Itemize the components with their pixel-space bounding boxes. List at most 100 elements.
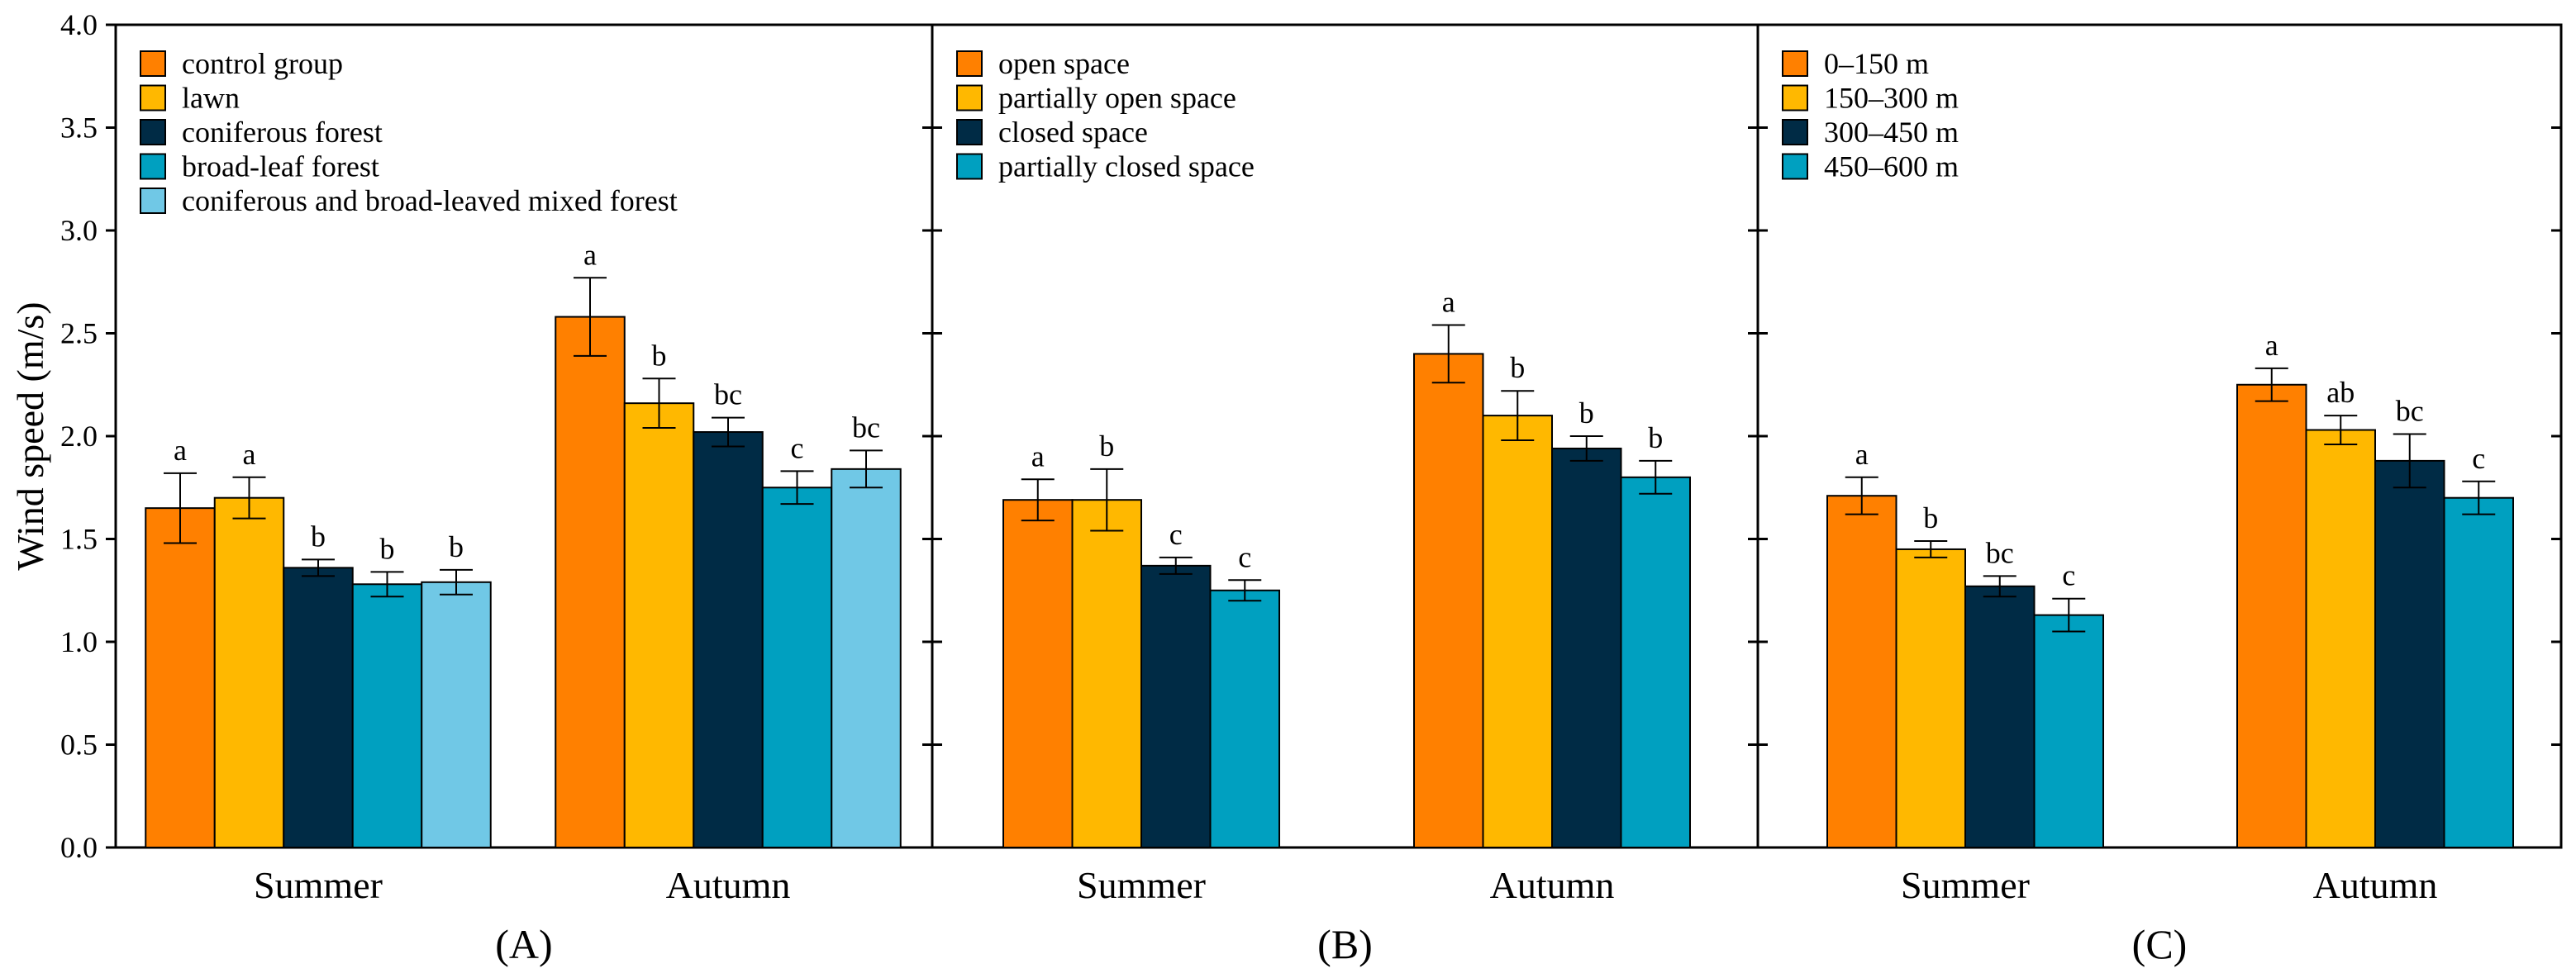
significance-label: b [652,339,667,372]
x-category-label: Summer [254,864,383,906]
significance-label: a [174,434,187,467]
bar [831,468,902,849]
bar [1413,353,1484,848]
significance-label: a [243,438,256,471]
significance-label: b [1510,351,1525,384]
bar [693,431,764,849]
panel-label: (B) [1317,921,1373,967]
legend-swatch [1782,153,1808,180]
y-axis-label: Wind speed (m/s) [9,301,51,570]
legend-swatch [1782,119,1808,145]
significance-label: ab [2326,376,2355,409]
text-layer: Wind speed (m/s) 0.0 0.5 1.0 1.5 2.0 2.5 3.0 3.5… [9,8,2485,967]
significance-label: a [583,238,597,271]
legend-label: 150–300 m [1824,82,1959,115]
significance-label: c [791,431,804,464]
significance-label: c [1238,540,1251,573]
significance-label: b [1099,430,1114,463]
bar [1551,447,1622,848]
legend-label: broad-leaf forest [182,150,379,183]
bar [145,507,216,849]
bar [1895,548,1966,848]
legend-swatch [1782,50,1808,77]
bar [2033,614,2104,848]
significance-label: a [2265,329,2278,362]
x-category-label: Autumn [666,864,791,906]
bar [2443,496,2514,848]
bar [1071,499,1142,848]
legend-label: control group [182,47,343,80]
y-tick-label: 2.5 [60,317,98,350]
y-tick-label: 1.5 [60,523,98,556]
legend-swatch [1782,84,1808,112]
bar [2236,383,2307,848]
legend-label: 0–150 m [1824,47,1929,80]
y-tick-label: 0.5 [60,729,98,762]
bars-layer [140,50,2514,849]
legend-label: lawn [182,82,240,115]
panel-label: (C) [2132,921,2188,967]
bar [1620,476,1691,848]
legend-swatch [956,50,983,77]
bar [213,496,285,848]
legend-label: closed space [998,116,1148,149]
legend-label: 450–600 m [1824,150,1959,183]
significance-label: b [1579,396,1594,430]
significance-label: c [2062,559,2075,592]
bar [1209,589,1280,848]
legend-label: partially open space [998,82,1236,115]
legend-swatch [140,188,166,214]
legend-label: 300–450 m [1824,116,1959,149]
significance-label: b [380,532,395,565]
x-category-label: Autumn [2313,864,2438,906]
bar [1482,415,1553,849]
significance-label: c [2472,442,2485,475]
legend-label: coniferous forest [182,116,383,149]
y-tick-label: 3.5 [60,112,98,145]
significance-label: bc [2396,395,2424,428]
bar [555,316,626,848]
panel-label: (A) [495,921,552,967]
legend-swatch [956,153,983,180]
significance-label: bc [1986,536,2014,569]
plot-frame-layer [106,23,2563,849]
y-tick-label: 1.0 [60,625,98,658]
bar [623,402,695,849]
legend-label: partially closed space [998,150,1255,183]
bar [1140,564,1212,848]
significance-label: b [1923,501,1938,534]
bar [421,581,492,848]
significance-label: bc [714,378,742,411]
significance-label: bc [852,411,880,444]
legend-swatch [140,84,166,112]
x-category-label: Summer [1901,864,2030,906]
legend-swatch [140,153,166,180]
x-category-label: Autumn [1490,864,1615,906]
bar [2305,429,2376,849]
legend-swatch [140,119,166,145]
bar [351,583,423,849]
y-tick-label: 2.0 [60,420,98,453]
bar [761,487,833,848]
significance-label: b [1648,421,1663,454]
bar [1002,499,1074,848]
bar [2374,459,2445,848]
y-tick-label: 4.0 [60,8,98,41]
significance-label: a [1442,286,1455,319]
legend-label: coniferous and broad-leaved mixed forest [182,184,678,217]
y-tick-label: 3.0 [60,214,98,247]
significance-label: c [1169,518,1183,551]
significance-label: b [311,520,326,553]
y-tick-label: 0.0 [60,831,98,864]
bar [1826,495,1897,849]
significance-label: a [1031,439,1045,472]
bar [283,567,354,848]
legend-label: open space [998,47,1130,80]
bar [1964,585,2036,849]
legend-swatch [956,119,983,145]
significance-label: b [449,530,464,563]
legend-swatch [140,50,166,77]
x-category-label: Summer [1077,864,1206,906]
